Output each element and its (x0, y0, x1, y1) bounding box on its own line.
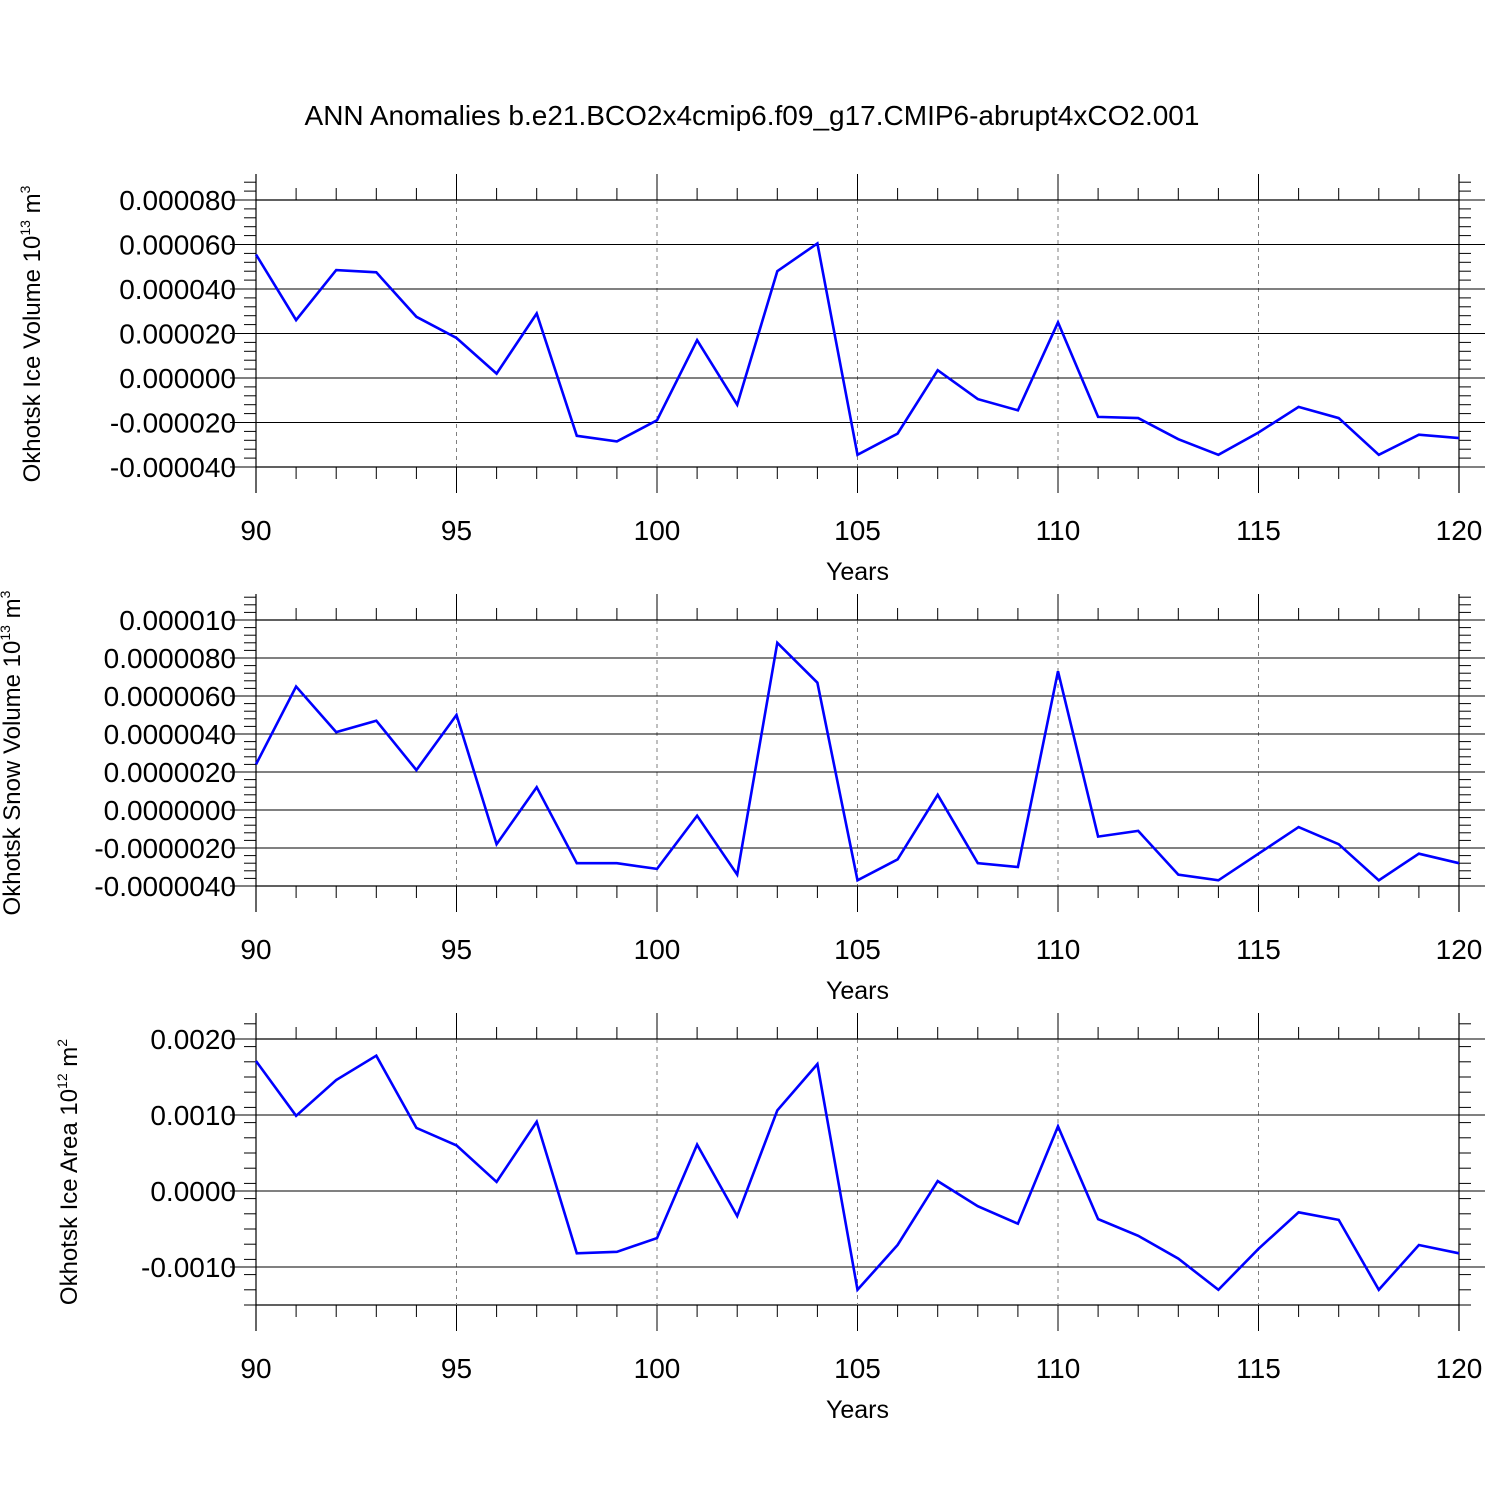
x-tick-label: 110 (1036, 934, 1081, 965)
x-tick-label: 90 (240, 515, 271, 546)
x-tick-label: 120 (1436, 934, 1483, 965)
x-tick-label: 105 (834, 1353, 881, 1384)
y-axis-title-unit-exponent: 3 (0, 590, 13, 598)
x-tick-label: 95 (441, 934, 472, 965)
x-tick-label: 115 (1236, 934, 1281, 965)
x-axis-title: Years (826, 1396, 889, 1424)
x-axis-title: Years (826, 977, 889, 1005)
x-tick-label: 110 (1036, 1353, 1081, 1384)
y-tick-label: 0.000010 (119, 605, 236, 636)
y-tick-label: 0.0010 (150, 1100, 236, 1131)
y-tick-label: -0.000040 (110, 452, 236, 483)
x-tick-label: 105 (834, 934, 881, 965)
x-axis-title: Years (826, 558, 889, 586)
y-axis-title-unit-exponent: 3 (17, 185, 33, 193)
x-tick-label: 120 (1436, 515, 1483, 546)
y-tick-label: -0.0000040 (94, 871, 236, 902)
chart-title: ANN Anomalies b.e21.BCO2x4cmip6.f09_g17.… (305, 100, 1200, 131)
y-tick-label: 0.0000080 (104, 643, 236, 674)
y-tick-label: 0.000060 (119, 230, 236, 261)
y-axis-title-unit: m (56, 1047, 83, 1074)
y-tick-label: 0.0000060 (104, 681, 236, 712)
y-axis-title-text: Okhotsk Ice Area 10 (56, 1089, 83, 1305)
x-tick-label: 90 (240, 934, 271, 965)
y-tick-label: 0.000020 (119, 319, 236, 350)
series-line (254, 241, 1460, 457)
y-axis-title-exponent: 12 (54, 1073, 70, 1089)
panel-ice-area: 90 95 100 105 110 115 120 0.0020 0.0010 0.0000 -0.… (54, 1013, 1485, 1424)
x-tick-label: 105 (834, 515, 881, 546)
y-axis-title-exponent: 13 (0, 625, 13, 641)
y-tick-label: 0.0000020 (104, 757, 236, 788)
x-tick-label: 90 (240, 1353, 271, 1384)
y-tick-label: 0.000040 (119, 274, 236, 305)
x-tick-label: 100 (634, 934, 681, 965)
y-tick-label: -0.0010 (141, 1252, 236, 1283)
y-axis-title-unit-exponent: 2 (54, 1039, 70, 1047)
y-tick-label: -0.000020 (110, 408, 236, 439)
y-tick-label: 0.0000040 (104, 719, 236, 750)
y-tick-label: 0.0000 (150, 1176, 236, 1207)
y-tick-label: -0.0000020 (94, 833, 236, 864)
y-tick-label: 0.000080 (119, 185, 236, 216)
x-tick-label: 100 (634, 515, 681, 546)
y-axis-title-text: Okhotsk Snow Volume 10 (0, 641, 26, 916)
x-tick-label: 120 (1436, 1353, 1483, 1384)
x-tick-label: 95 (441, 1353, 472, 1384)
y-tick-label: 0.0020 (150, 1024, 236, 1055)
x-tick-label: 115 (1236, 515, 1281, 546)
y-axis-title-text: Okhotsk Ice Volume 10 (19, 236, 46, 483)
y-axis-title-unit: m (19, 193, 46, 220)
x-tick-label: 95 (441, 515, 472, 546)
y-axis-title: Okhotsk Ice Area 1012 m2 (54, 1039, 83, 1305)
x-tick-label: 115 (1236, 1353, 1281, 1384)
y-tick-label: 0.000000 (119, 363, 236, 394)
panel-ice-volume: 90 95 100 105 110 115 120 0.000080 0.000060 0.000… (17, 174, 1485, 586)
x-tick-label: 100 (634, 1353, 681, 1384)
y-axis-title-exponent: 13 (17, 220, 33, 236)
y-axis-title: Okhotsk Snow Volume 1013 m3 (0, 590, 26, 915)
y-axis-title: Okhotsk Ice Volume 1013 m3 (17, 185, 46, 482)
x-tick-label: 110 (1036, 515, 1081, 546)
y-tick-label: 0.0000000 (104, 795, 236, 826)
y-axis-title-unit: m (0, 598, 26, 625)
panel-snow-volume: 90 95 100 105 110 115 120 0.000010 0.0000080 0.00… (0, 590, 1485, 1005)
